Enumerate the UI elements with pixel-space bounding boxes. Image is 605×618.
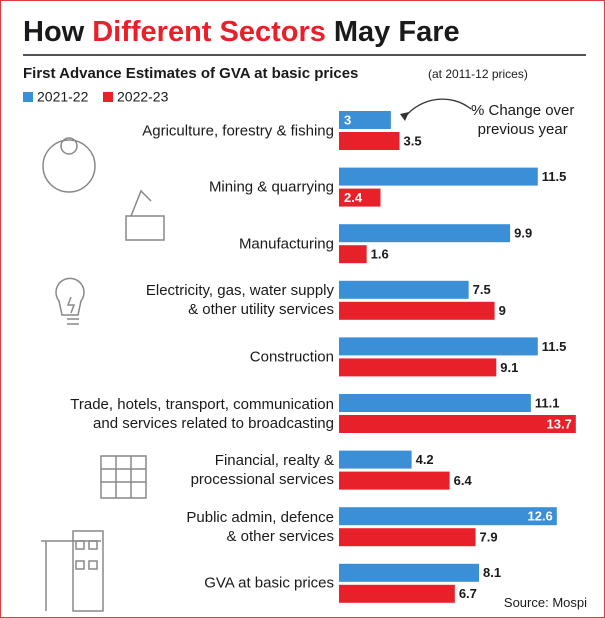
value-label: 7.9 [480, 530, 498, 545]
title-part: Different Sectors [92, 16, 326, 48]
bar [339, 224, 511, 243]
value-label: 8.1 [483, 565, 501, 580]
bar [339, 471, 450, 490]
title-part: May Fare [334, 16, 460, 48]
value-label: 11.1 [535, 395, 560, 410]
value-label: 9.1 [500, 360, 518, 375]
category-label: Mining & quarrying [208, 178, 334, 196]
value-label: 6.4 [454, 473, 473, 488]
value-label: 3 [344, 112, 351, 127]
value-label: 6.7 [459, 586, 477, 601]
bar [339, 563, 480, 582]
bar [339, 528, 476, 547]
value-label: 3.5 [404, 133, 422, 148]
title-part: How [23, 16, 85, 48]
category-label: Construction [249, 348, 334, 366]
value-label: 1.6 [371, 247, 389, 262]
category-label: Electricity, gas, water supply & other u… [145, 282, 334, 319]
icons [41, 137, 165, 612]
subtitle: First Advance Estimates of GVA at basic … [23, 65, 358, 82]
legend-label: 2021-22 [37, 89, 89, 105]
source: Source: Mospi [504, 595, 587, 610]
value-label: 9 [499, 303, 506, 318]
value-label: 4.2 [416, 452, 434, 467]
value-label: 12.6 [527, 509, 552, 524]
bar [339, 394, 531, 412]
bar [339, 280, 469, 299]
subtitle-note: (at 2011-12 prices) [428, 67, 528, 81]
bar [339, 167, 538, 186]
chart-title: How Different Sectors May Fare [23, 16, 460, 48]
value-label: 11.5 [542, 339, 567, 354]
category-label: Public admin, defence & other services [186, 508, 334, 545]
bar [339, 450, 412, 469]
bar [339, 111, 391, 129]
arrow-head [400, 112, 409, 121]
bar [339, 245, 367, 264]
bar [339, 301, 495, 320]
bar [339, 415, 576, 433]
annotation-arrow [404, 98, 472, 118]
bar [339, 507, 557, 526]
legend-label: 2022-23 [117, 89, 169, 105]
value-label: 2.4 [344, 190, 363, 205]
legend-swatch [103, 92, 113, 102]
bar [339, 132, 400, 150]
category-label: Agriculture, forestry & fishing [142, 122, 334, 139]
bar [339, 584, 455, 603]
category-label: Financial, realty & processional service… [190, 452, 334, 489]
annotation: % Change over previous year [471, 102, 575, 138]
value-label: 9.9 [514, 226, 532, 241]
category-label: Trade, hotels, transport, communication … [70, 395, 334, 432]
value-label: 7.5 [473, 282, 491, 297]
bar [339, 337, 538, 356]
value-label: 11.5 [542, 169, 567, 184]
category-label: Manufacturing [238, 235, 334, 253]
legend-swatch [23, 92, 33, 102]
bar [339, 188, 381, 207]
bar [339, 358, 497, 377]
category-label: GVA at basic prices [204, 574, 334, 592]
value-label: 13.7 [547, 416, 572, 431]
